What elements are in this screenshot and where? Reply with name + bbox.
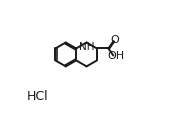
Text: HCl: HCl (26, 90, 48, 103)
Text: O: O (111, 35, 119, 45)
Text: NH: NH (79, 42, 95, 52)
Text: OH: OH (107, 51, 124, 61)
